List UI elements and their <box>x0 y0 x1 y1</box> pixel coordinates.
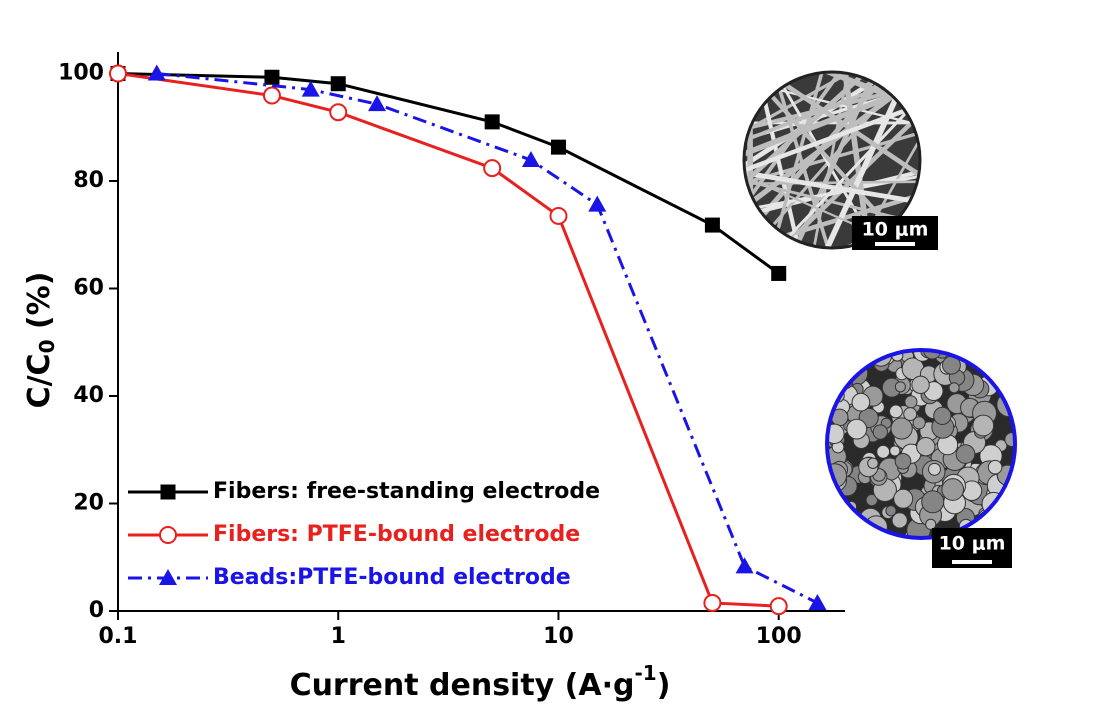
bead <box>1001 370 1018 387</box>
fiber <box>749 0 751 291</box>
bead <box>823 496 845 518</box>
chart: 10 μm 10 μm C/C0 (%) Current density (A·… <box>0 0 1107 707</box>
y-tick-label: 80 <box>73 168 104 193</box>
bead <box>836 344 857 365</box>
sem-inset-fibers: 10 μm <box>550 0 1106 432</box>
bead <box>890 446 900 456</box>
bead <box>819 367 835 383</box>
bead <box>1000 508 1018 526</box>
x-tick-label: 1 <box>331 624 346 649</box>
bead <box>834 343 852 361</box>
bead <box>1002 499 1022 519</box>
bead <box>895 382 905 392</box>
y-tick-label: 0 <box>89 598 104 623</box>
legend-label: Fibers: PTFE-bound electrode <box>213 522 580 547</box>
bead <box>827 521 838 532</box>
x-tick-label: 0.1 <box>99 624 138 649</box>
marker <box>771 266 786 281</box>
bead <box>985 516 998 529</box>
bead <box>988 460 1002 474</box>
bead <box>922 491 944 513</box>
bead <box>1004 379 1023 398</box>
bead <box>822 367 833 378</box>
bead <box>847 419 867 439</box>
marker <box>331 76 346 91</box>
bead <box>894 489 913 508</box>
legend-label: Fibers: free-standing electrode <box>213 479 600 504</box>
scale-bar-label: 10 μm <box>939 533 1006 555</box>
bead <box>873 425 887 439</box>
bead <box>990 343 1013 366</box>
marker <box>484 160 500 176</box>
y-tick-label: 60 <box>73 276 104 301</box>
bead <box>838 514 855 531</box>
bead <box>825 370 842 387</box>
marker <box>736 557 754 573</box>
bead <box>917 438 935 456</box>
bead <box>820 343 836 359</box>
bead <box>837 349 856 368</box>
bead <box>890 405 903 418</box>
x-tick-label: 100 <box>756 624 802 649</box>
bead <box>832 357 847 372</box>
marker <box>110 66 126 82</box>
x-tick-label: 10 <box>543 624 574 649</box>
legend-marker <box>161 485 176 500</box>
x-axis-title: Current density (A·g-1) <box>290 661 671 703</box>
bead <box>868 458 878 468</box>
bead <box>891 418 912 439</box>
marker <box>704 595 720 611</box>
marker <box>588 196 606 212</box>
series-line <box>118 74 779 274</box>
bead <box>859 345 872 358</box>
sem-inset-beads: 10 μm <box>819 342 1023 568</box>
bead <box>904 408 917 421</box>
bead <box>956 445 975 464</box>
bead <box>970 346 982 358</box>
y-tick-label: 100 <box>58 61 104 86</box>
bead <box>846 355 856 365</box>
bead <box>926 519 936 529</box>
marker <box>264 88 280 104</box>
marker <box>485 114 500 129</box>
bead <box>877 445 890 458</box>
bead <box>905 396 917 408</box>
bead <box>886 506 896 516</box>
legend-label: Beads:PTFE-bound electrode <box>213 565 571 590</box>
bead <box>827 362 841 376</box>
bead <box>837 347 855 365</box>
bead <box>1001 355 1012 366</box>
marker <box>808 594 826 610</box>
marker <box>705 218 720 233</box>
bead <box>942 479 964 501</box>
bead <box>847 359 859 371</box>
marker <box>551 140 566 155</box>
marker <box>264 70 279 85</box>
bead <box>949 383 959 393</box>
bead <box>999 380 1011 392</box>
bead <box>852 393 870 411</box>
y-tick-label: 40 <box>73 383 104 408</box>
scale-bar-label: 10 μm <box>862 219 929 241</box>
legend-marker <box>160 527 176 543</box>
y-axis-title: C/C0 (%) <box>22 272 59 409</box>
y-tick-label: 20 <box>73 491 104 516</box>
marker <box>148 65 166 81</box>
bead <box>934 407 951 424</box>
bead <box>929 463 941 475</box>
bead <box>973 415 994 436</box>
bead <box>912 376 929 393</box>
marker <box>771 598 787 614</box>
marker <box>550 208 566 224</box>
marker <box>330 104 346 120</box>
